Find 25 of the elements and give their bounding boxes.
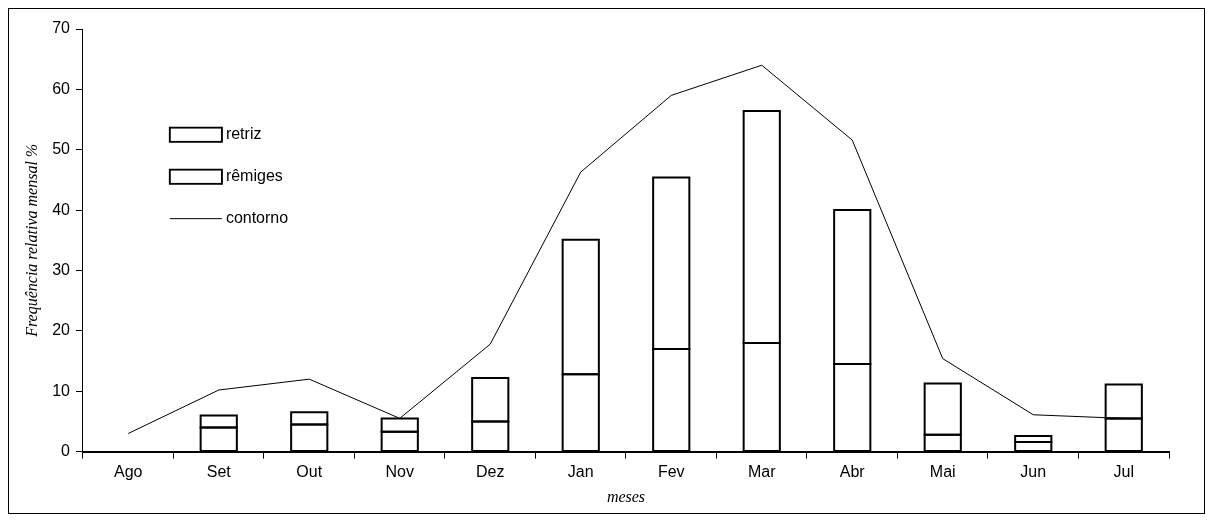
legend-label: retriz <box>225 125 262 143</box>
y-tick-label: 50 <box>52 140 71 158</box>
x-tick-label: Mai <box>929 462 956 480</box>
x-tick-label: Mar <box>747 462 777 480</box>
x-tick-label: Jan <box>567 462 594 480</box>
x-tick-label: Fev <box>657 462 685 480</box>
legend-label: rêmiges <box>225 167 283 185</box>
y-tick-label: 30 <box>52 260 71 278</box>
x-tick-label: Ago <box>114 462 143 480</box>
x-axis-title: meses <box>606 487 646 505</box>
y-tick-label: 60 <box>52 79 71 97</box>
x-tick-label: Out <box>296 462 323 480</box>
y-tick-label: 0 <box>61 442 71 460</box>
y-axis-title: Frequência relativa mensal % <box>22 143 41 338</box>
legend-label: contorno <box>225 209 289 227</box>
x-tick-label: Jun <box>1020 462 1047 480</box>
y-tick-label: 20 <box>52 321 71 339</box>
y-tick-label: 40 <box>52 200 71 218</box>
x-tick-label: Nov <box>385 462 414 480</box>
y-tick-label: 70 <box>52 19 71 37</box>
y-tick-label: 10 <box>52 381 71 399</box>
x-tick-label: Dez <box>476 462 505 480</box>
x-tick-label: Set <box>206 462 232 480</box>
x-tick-label: Jul <box>1113 462 1134 480</box>
x-tick-label: Abr <box>839 462 866 480</box>
